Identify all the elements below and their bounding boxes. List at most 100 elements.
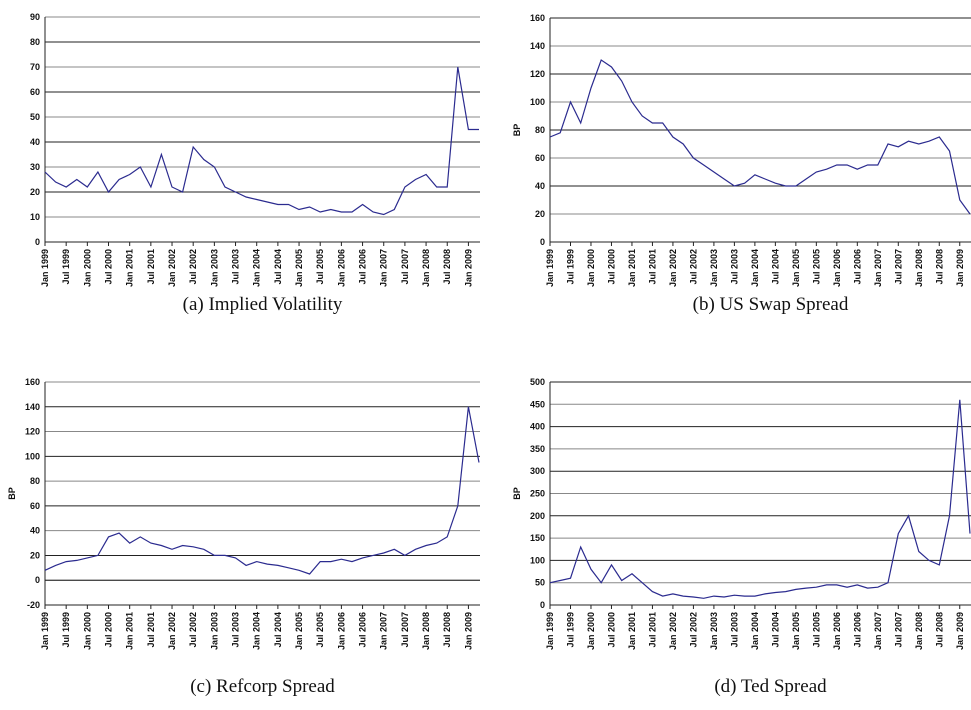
x-tick-label: Jan 1999 xyxy=(545,612,555,650)
x-tick-label: Jan 2005 xyxy=(791,249,801,287)
x-tick-label: Jul 2006 xyxy=(358,249,368,285)
chart: 0 10 20 30 40 50 60 70 80 90 Jan 1999 Jul 1999 Jan 2… xyxy=(30,12,480,315)
y-tick-label: 70 xyxy=(30,62,40,72)
y-tick-label: -20 xyxy=(27,600,40,610)
x-tick-label: Jan 2006 xyxy=(336,249,346,287)
x-tick-label: Jan 2002 xyxy=(668,612,678,650)
chart: 0 20 40 60 80 100 120 140 160 Jan 1999 Jul 1999 Jan… xyxy=(512,13,971,315)
x-tick-label: Jan 2003 xyxy=(709,249,719,287)
x-tick-label: Jan 2004 xyxy=(750,612,760,650)
y-tick-label: 0 xyxy=(35,575,40,585)
x-tick-label: Jan 2008 xyxy=(421,249,431,287)
y-tick-label: 20 xyxy=(535,209,545,219)
x-tick-label: Jul 2000 xyxy=(606,612,616,648)
x-tick-label: Jan 1999 xyxy=(545,249,555,287)
y-tick-label: 100 xyxy=(530,97,545,107)
x-tick-label: Jul 2005 xyxy=(811,612,821,648)
x-tick-label: Jul 2000 xyxy=(104,612,114,648)
x-tick-label: Jul 2001 xyxy=(146,612,156,648)
x-tick-label: Jul 2001 xyxy=(647,612,657,648)
y-axis-label: BP xyxy=(512,124,522,137)
x-tick-label: Jan 2004 xyxy=(252,249,262,287)
y-tick-label: 200 xyxy=(530,511,545,521)
y-tick-label: 60 xyxy=(30,87,40,97)
x-tick-label: Jul 2005 xyxy=(315,249,325,285)
x-tick-label: Jan 2000 xyxy=(82,249,92,287)
x-tick-label: Jan 2002 xyxy=(167,249,177,287)
y-tick-label: 30 xyxy=(30,162,40,172)
y-tick-label: 50 xyxy=(30,112,40,122)
x-tick-label: Jan 2000 xyxy=(82,612,92,650)
x-tick-label: Jan 2006 xyxy=(832,612,842,650)
x-tick-label: Jan 2005 xyxy=(294,612,304,650)
x-tick-label: Jul 2006 xyxy=(358,612,368,648)
y-tick-label: 120 xyxy=(530,69,545,79)
y-tick-label: 250 xyxy=(530,489,545,499)
caption: (c) Refcorp Spread xyxy=(190,676,335,697)
data-line xyxy=(549,59,971,215)
caption: (d) Ted Spread xyxy=(714,676,827,697)
y-tick-label: 80 xyxy=(535,125,545,135)
y-tick-label: 160 xyxy=(25,377,40,387)
y-tick-label: 90 xyxy=(30,12,40,22)
y-tick-label: 140 xyxy=(530,41,545,51)
x-tick-label: Jan 2005 xyxy=(294,249,304,287)
y-tick-label: 120 xyxy=(25,427,40,437)
x-tick-label: Jan 2003 xyxy=(709,612,719,650)
x-tick-label: Jul 1999 xyxy=(61,612,71,648)
caption: (a) Implied Volatility xyxy=(183,294,343,315)
x-tick-label: Jul 1999 xyxy=(565,249,575,285)
x-tick-label: Jul 2001 xyxy=(647,249,657,285)
y-tick-label: 0 xyxy=(540,600,545,610)
x-tick-label: Jul 2005 xyxy=(811,249,821,285)
x-tick-label: Jul 2008 xyxy=(442,249,452,285)
y-tick-label: 60 xyxy=(30,501,40,511)
x-tick-label: Jan 2007 xyxy=(379,612,389,650)
x-tick-label: Jul 2000 xyxy=(104,249,114,285)
x-tick-label: Jan 2006 xyxy=(336,612,346,650)
x-tick-label: Jul 2006 xyxy=(852,249,862,285)
chart: -20 0 20 40 60 80 100 120 140 160 Jan 1999 Jul 1999… xyxy=(7,377,480,697)
x-tick-label: Jan 2008 xyxy=(914,612,924,650)
x-tick-label: Jan 2001 xyxy=(125,249,135,287)
y-tick-label: 0 xyxy=(35,237,40,247)
x-tick-label: Jan 1999 xyxy=(40,612,50,650)
x-tick-label: Jan 2000 xyxy=(586,612,596,650)
y-tick-label: 20 xyxy=(30,550,40,560)
y-tick-label: 500 xyxy=(530,377,545,387)
x-tick-label: Jul 2003 xyxy=(729,612,739,648)
x-tick-label: Jul 2001 xyxy=(146,249,156,285)
y-tick-label: 160 xyxy=(530,13,545,23)
x-tick-label: Jul 2006 xyxy=(852,612,862,648)
x-tick-label: Jul 2008 xyxy=(934,612,944,648)
chart: 0 50 100 150 200 250 300 350 400 450 500 Jan 1999 Ju… xyxy=(512,377,971,697)
data-line xyxy=(44,66,479,216)
x-tick-label: Jan 2004 xyxy=(750,249,760,287)
x-tick-label: Jan 2003 xyxy=(209,612,219,650)
x-tick-label: Jul 2007 xyxy=(893,249,903,285)
x-tick-label: Jul 2003 xyxy=(231,249,241,285)
x-tick-label: Jan 2003 xyxy=(209,249,219,287)
x-tick-label: Jan 2004 xyxy=(252,612,262,650)
y-tick-label: 40 xyxy=(535,181,545,191)
y-tick-label: 140 xyxy=(25,402,40,412)
x-tick-label: Jul 2004 xyxy=(770,612,780,648)
x-tick-label: Jul 2003 xyxy=(231,612,241,648)
y-tick-label: 40 xyxy=(30,526,40,536)
y-tick-label: 400 xyxy=(530,422,545,432)
x-tick-label: Jul 2004 xyxy=(273,249,283,285)
y-tick-label: 20 xyxy=(30,187,40,197)
x-tick-label: Jul 2008 xyxy=(442,612,452,648)
y-tick-label: 40 xyxy=(30,137,40,147)
x-tick-label: Jan 2009 xyxy=(463,612,473,650)
x-tick-label: Jan 2002 xyxy=(167,612,177,650)
x-tick-label: Jul 2002 xyxy=(688,249,698,285)
x-tick-label: Jan 2007 xyxy=(873,249,883,287)
x-tick-label: Jan 2008 xyxy=(421,612,431,650)
x-tick-label: Jan 1999 xyxy=(40,249,50,287)
x-tick-label: Jan 2002 xyxy=(668,249,678,287)
x-tick-label: Jan 2009 xyxy=(955,249,965,287)
x-tick-label: Jan 2001 xyxy=(125,612,135,650)
